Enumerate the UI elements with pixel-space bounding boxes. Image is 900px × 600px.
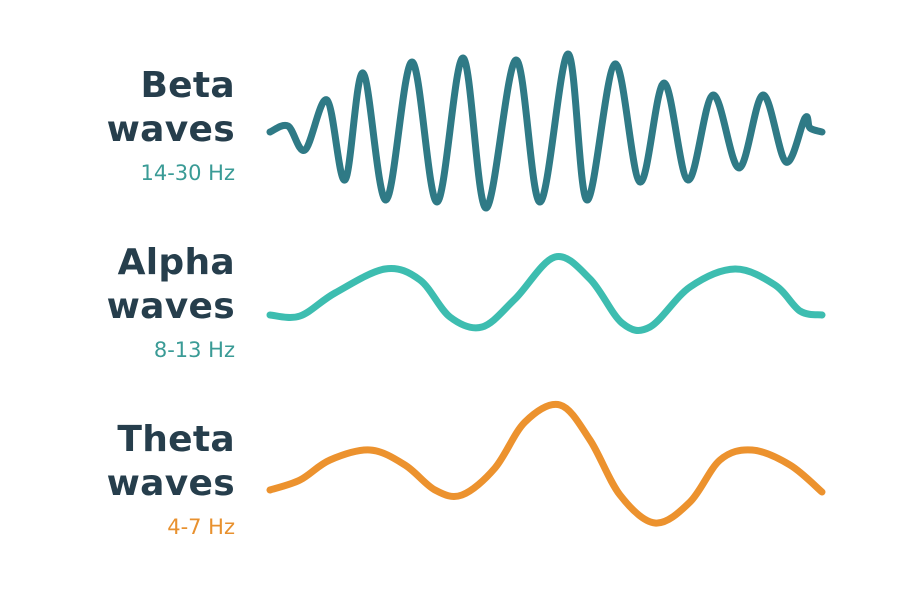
beta-wave-line bbox=[266, 50, 826, 212]
theta-wave-line bbox=[266, 400, 826, 527]
beta-frequency: 14-30 Hz bbox=[140, 161, 235, 185]
alpha-wave-line bbox=[266, 253, 826, 334]
theta-name-line1: Theta bbox=[117, 419, 235, 460]
theta-wave-row: Theta waves 4-7 Hz bbox=[0, 400, 900, 590]
alpha-frequency: 8-13 Hz bbox=[153, 338, 235, 362]
alpha-name-line1: Alpha bbox=[117, 242, 235, 283]
beta-label-block: Beta waves 14-30 Hz bbox=[60, 64, 235, 188]
theta-name-line2: waves bbox=[106, 463, 235, 504]
beta-wave-graphic bbox=[266, 50, 826, 212]
theta-frequency: 4-7 Hz bbox=[167, 515, 235, 539]
beta-name-line2: waves bbox=[106, 109, 235, 150]
beta-wave-row: Beta waves 14-30 Hz bbox=[0, 40, 900, 220]
alpha-name-line2: waves bbox=[106, 286, 235, 327]
alpha-wave-row: Alpha waves 8-13 Hz bbox=[0, 235, 900, 415]
beta-name-line1: Beta bbox=[140, 65, 235, 106]
alpha-wave-graphic bbox=[266, 253, 826, 334]
theta-wave-graphic bbox=[266, 400, 826, 527]
theta-label-block: Theta waves 4-7 Hz bbox=[60, 418, 235, 542]
alpha-label-block: Alpha waves 8-13 Hz bbox=[60, 241, 235, 365]
